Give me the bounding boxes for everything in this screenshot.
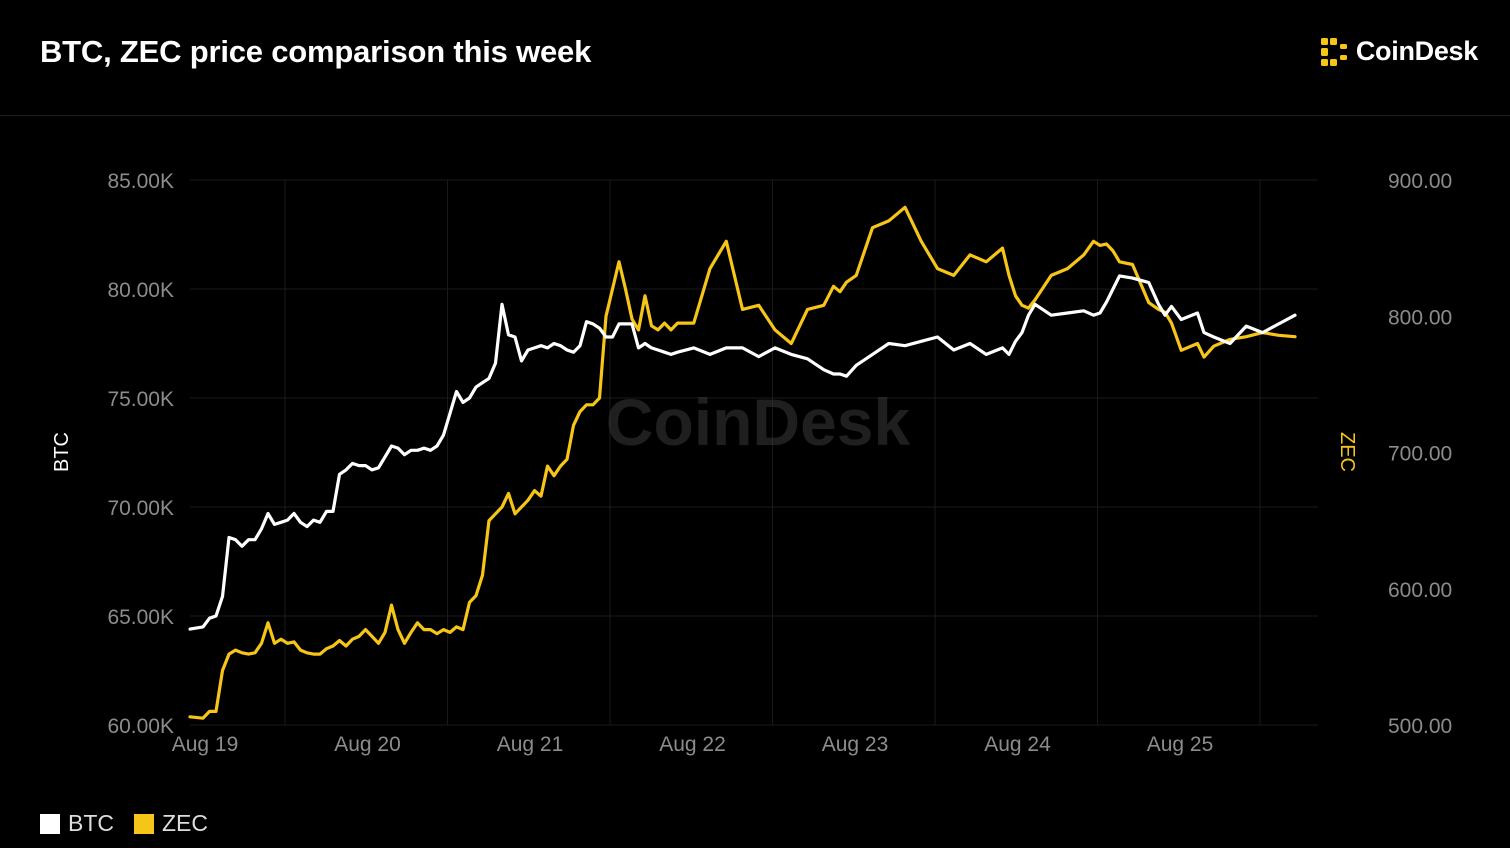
y-left-axis-title: BTC [51, 432, 73, 472]
chart-legend: BTC ZEC [40, 810, 218, 837]
y-left-tick-label: 85.00K [107, 170, 174, 193]
x-tick-label: Aug 21 [497, 733, 564, 756]
y-right-tick-label: 600.00 [1388, 579, 1452, 602]
series-line-btc [188, 274, 1297, 631]
brand-logo: CoinDesk [1320, 36, 1478, 67]
y-left-tick-label: 65.00K [107, 606, 174, 629]
header-divider [0, 115, 1510, 116]
x-tick-label: Aug 19 [172, 733, 239, 756]
y-right-tick-label: 700.00 [1388, 443, 1452, 466]
page-title: BTC, ZEC price comparison this week [40, 34, 592, 69]
y-left-tick-label: 80.00K [107, 279, 174, 302]
legend-item-zec: ZEC [134, 810, 208, 837]
x-tick-label: Aug 23 [822, 733, 889, 756]
y-left-tick-label: 60.00K [107, 715, 174, 738]
legend-label-zec: ZEC [162, 810, 208, 836]
y-right-tick-label: 800.00 [1388, 306, 1452, 329]
legend-label-btc: BTC [68, 810, 114, 836]
x-tick-label: Aug 22 [659, 733, 726, 756]
brand-name: CoinDesk [1355, 36, 1478, 66]
x-tick-label: Aug 20 [334, 733, 401, 756]
watermark-text: CoinDesk [606, 385, 911, 459]
x-tick-label: Aug 25 [1147, 733, 1214, 756]
series-line-zec [188, 205, 1297, 720]
legend-swatch-btc [40, 813, 60, 834]
y-left-tick-label: 75.00K [107, 388, 174, 411]
coindesk-logo-icon [1320, 37, 1347, 66]
y-left-tick-label: 70.00K [107, 497, 174, 520]
legend-item-btc: BTC [40, 810, 114, 837]
x-tick-label: Aug 24 [984, 733, 1051, 756]
y-right-axis-title: ZEC [1336, 432, 1358, 472]
y-right-tick-label: 900.00 [1388, 170, 1452, 193]
y-right-tick-label: 500.00 [1388, 715, 1452, 738]
legend-swatch-zec [134, 813, 154, 834]
